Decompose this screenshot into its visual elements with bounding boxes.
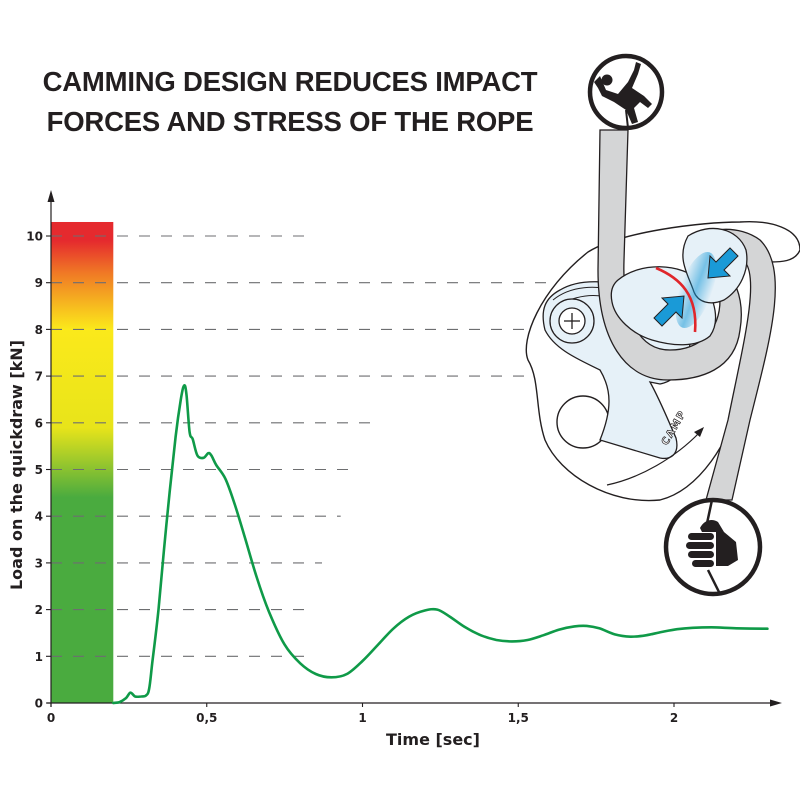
y-tick-label: 3 xyxy=(35,556,43,570)
y-tick-label: 7 xyxy=(35,370,43,384)
y-tick-label: 8 xyxy=(35,323,43,337)
load-color-scale-bar xyxy=(51,221,114,704)
chart-title-line-2: FORCES AND STRESS OF THE ROPE xyxy=(46,106,534,137)
compression-zone xyxy=(675,252,717,328)
y-tick-label: 0 xyxy=(35,697,43,711)
x-tick-label: 2 xyxy=(670,711,678,725)
y-axis-title: Load on the quickdraw [kN] xyxy=(7,340,26,590)
belay-device-illustration: CAMP xyxy=(525,53,800,597)
x-tick-label: 1 xyxy=(358,711,366,725)
y-tick-label: 2 xyxy=(35,603,43,617)
compression-arrow-icon-2 xyxy=(707,247,739,279)
x-ticks: 0 0,5 1 1,5 2 xyxy=(47,703,678,725)
rotation-arrow xyxy=(606,431,701,486)
x-tick-label: 0 xyxy=(47,711,55,725)
y-ticks: 0 1 2 3 4 5 6 7 8 9 10 xyxy=(26,230,51,711)
falling-climber-icon xyxy=(587,53,665,131)
x-axis-title: Time [sec] xyxy=(386,730,480,749)
y-tick-label: 6 xyxy=(35,416,43,430)
y-tick-label: 5 xyxy=(35,463,43,477)
y-tick-label: 9 xyxy=(35,276,43,290)
x-tick-label: 1,5 xyxy=(508,711,529,725)
series-line-load xyxy=(112,384,769,705)
y-tick-label: 4 xyxy=(35,510,43,524)
x-axis-arrowhead xyxy=(770,699,782,707)
y-tick-label: 10 xyxy=(26,230,43,244)
friction-mark xyxy=(655,266,697,333)
gridlines xyxy=(51,235,727,657)
x-tick-label: 0,5 xyxy=(196,711,217,725)
y-tick-label: 1 xyxy=(35,650,43,664)
y-axis-arrowhead xyxy=(47,190,55,202)
compression-arrow-icon xyxy=(653,295,685,327)
belay-hand-fist-icon xyxy=(663,497,763,597)
chart-title-line-1: CAMMING DESIGN REDUCES IMPACT xyxy=(42,66,538,97)
chart-title: CAMMING DESIGN REDUCES IMPACT FORCES AND… xyxy=(0,62,580,142)
